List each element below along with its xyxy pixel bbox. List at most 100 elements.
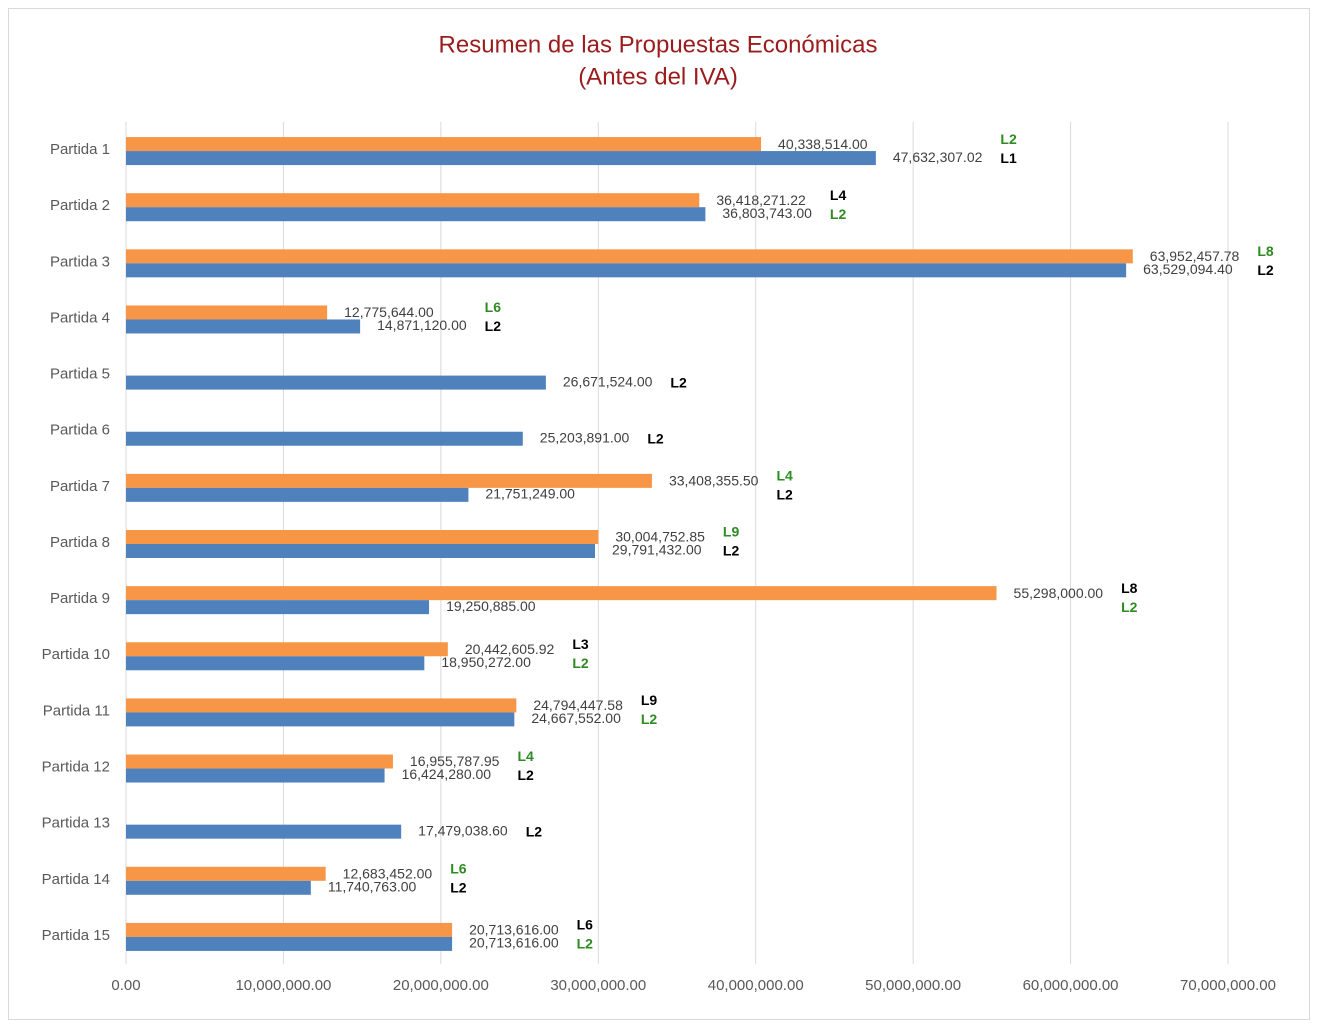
bar xyxy=(126,137,762,152)
x-tick-label: 30,000,000.00 xyxy=(550,977,646,994)
value-label: 55,298,000.00 xyxy=(1014,585,1104,601)
bar xyxy=(126,642,448,657)
bar xyxy=(126,754,393,769)
value-label: 12,683,452.00 xyxy=(343,866,433,882)
value-label: 24,794,447.58 xyxy=(533,697,623,713)
bar xyxy=(126,712,515,727)
bar-tag: L4 xyxy=(517,748,534,764)
value-label: 63,952,457.78 xyxy=(1150,248,1240,264)
bar-tag: L2 xyxy=(830,206,847,222)
bar xyxy=(126,600,430,615)
bar-tag: L8 xyxy=(1257,243,1274,259)
bar xyxy=(126,305,328,320)
value-label: 29,791,432.00 xyxy=(612,542,702,558)
value-label: 63,529,094.40 xyxy=(1143,261,1233,277)
bar-tag: L2 xyxy=(577,936,594,952)
bar xyxy=(126,193,700,208)
value-label: 19,250,885.00 xyxy=(446,598,536,614)
y-tick-label: Partida 10 xyxy=(42,646,110,663)
bar-tag: L3 xyxy=(572,636,589,652)
y-tick-label: Partida 9 xyxy=(50,590,110,607)
bar xyxy=(126,249,1133,264)
bar xyxy=(126,207,706,222)
x-tick-label: 20,000,000.00 xyxy=(393,977,489,994)
y-tick-label: Partida 13 xyxy=(42,815,110,832)
value-label: 20,442,605.92 xyxy=(465,641,555,657)
bar-tag: L9 xyxy=(723,524,740,540)
x-tick-label: 70,000,000.00 xyxy=(1180,977,1276,994)
bar xyxy=(126,698,517,713)
bar-tag: L1 xyxy=(1000,150,1017,166)
y-tick-label: Partida 1 xyxy=(50,141,110,158)
chart-subtitle: (Antes del IVA) xyxy=(578,63,738,90)
y-tick-label: Partida 6 xyxy=(50,422,110,439)
bar xyxy=(126,375,546,390)
value-label: 21,751,249.00 xyxy=(485,486,575,502)
y-tick-label: Partida 15 xyxy=(42,927,110,944)
y-tick-label: Partida 5 xyxy=(50,366,110,383)
bar-tag: L2 xyxy=(526,823,543,839)
bar-tag: L6 xyxy=(450,861,467,877)
bar-tag: L6 xyxy=(577,917,594,933)
bar-tag: L2 xyxy=(572,655,589,671)
value-label: 25,203,891.00 xyxy=(540,429,630,445)
value-label: 47,632,307.02 xyxy=(893,149,983,165)
bar xyxy=(126,263,1127,278)
bar xyxy=(126,530,599,544)
bar-tag: L9 xyxy=(641,692,658,708)
value-label: 24,667,552.00 xyxy=(531,710,621,726)
bar-tag: L2 xyxy=(641,711,658,727)
bar-tag: L2 xyxy=(450,880,467,896)
bar xyxy=(126,487,469,502)
bar-tag: L2 xyxy=(1257,262,1274,278)
value-label: 30,004,752.85 xyxy=(615,529,705,545)
bar-tag: L2 xyxy=(670,374,687,390)
bar-tag: L2 xyxy=(485,318,502,334)
bar-tag: L4 xyxy=(830,187,847,203)
bar xyxy=(126,768,385,783)
bar xyxy=(126,319,361,334)
x-tick-label: 40,000,000.00 xyxy=(708,977,804,994)
bar-tag: L2 xyxy=(1121,599,1138,615)
value-label: 33,408,355.50 xyxy=(669,473,759,489)
value-label: 20,713,616.00 xyxy=(469,922,559,938)
bar xyxy=(126,656,425,671)
value-label: 40,338,514.00 xyxy=(778,136,868,152)
y-tick-label: Partida 7 xyxy=(50,478,110,495)
y-tick-label: Partida 12 xyxy=(42,759,110,776)
y-tick-label: Partida 4 xyxy=(50,309,110,326)
bar xyxy=(126,866,326,881)
bar xyxy=(126,544,596,558)
bar-tag: L2 xyxy=(1000,131,1017,147)
bar-tag: L2 xyxy=(776,487,793,503)
bar-tag: L6 xyxy=(485,299,502,315)
bar xyxy=(126,473,652,488)
bar xyxy=(126,431,523,446)
y-tick-label: Partida 8 xyxy=(50,534,110,551)
x-tick-label: 50,000,000.00 xyxy=(865,977,961,994)
y-tick-label: Partida 3 xyxy=(50,253,110,270)
value-label: 11,740,763.00 xyxy=(328,879,417,895)
x-tick-label: 60,000,000.00 xyxy=(1023,977,1119,994)
value-label: 26,671,524.00 xyxy=(563,373,653,389)
bar xyxy=(126,586,997,601)
value-label: 16,424,280.00 xyxy=(402,766,492,782)
value-label: 36,803,743.00 xyxy=(722,205,812,221)
bar-tag: L8 xyxy=(1121,580,1138,596)
bar-tag: L2 xyxy=(647,430,664,446)
chart-title: Resumen de las Propuestas Económicas xyxy=(439,31,878,58)
y-tick-label: Partida 14 xyxy=(42,871,110,888)
bar xyxy=(126,151,876,166)
y-tick-label: Partida 2 xyxy=(50,197,110,214)
bar-tag: L4 xyxy=(776,468,793,484)
value-label: 17,479,038.60 xyxy=(418,822,508,838)
value-label: 12,775,644.00 xyxy=(344,304,434,320)
bar xyxy=(126,824,402,839)
bar xyxy=(126,922,453,937)
value-label: 18,950,272.00 xyxy=(441,654,531,670)
value-label: 14,871,120.00 xyxy=(377,317,467,333)
value-label: 20,713,616.00 xyxy=(469,935,559,951)
y-tick-label: Partida 11 xyxy=(43,702,110,719)
chart-border xyxy=(8,8,1310,1020)
